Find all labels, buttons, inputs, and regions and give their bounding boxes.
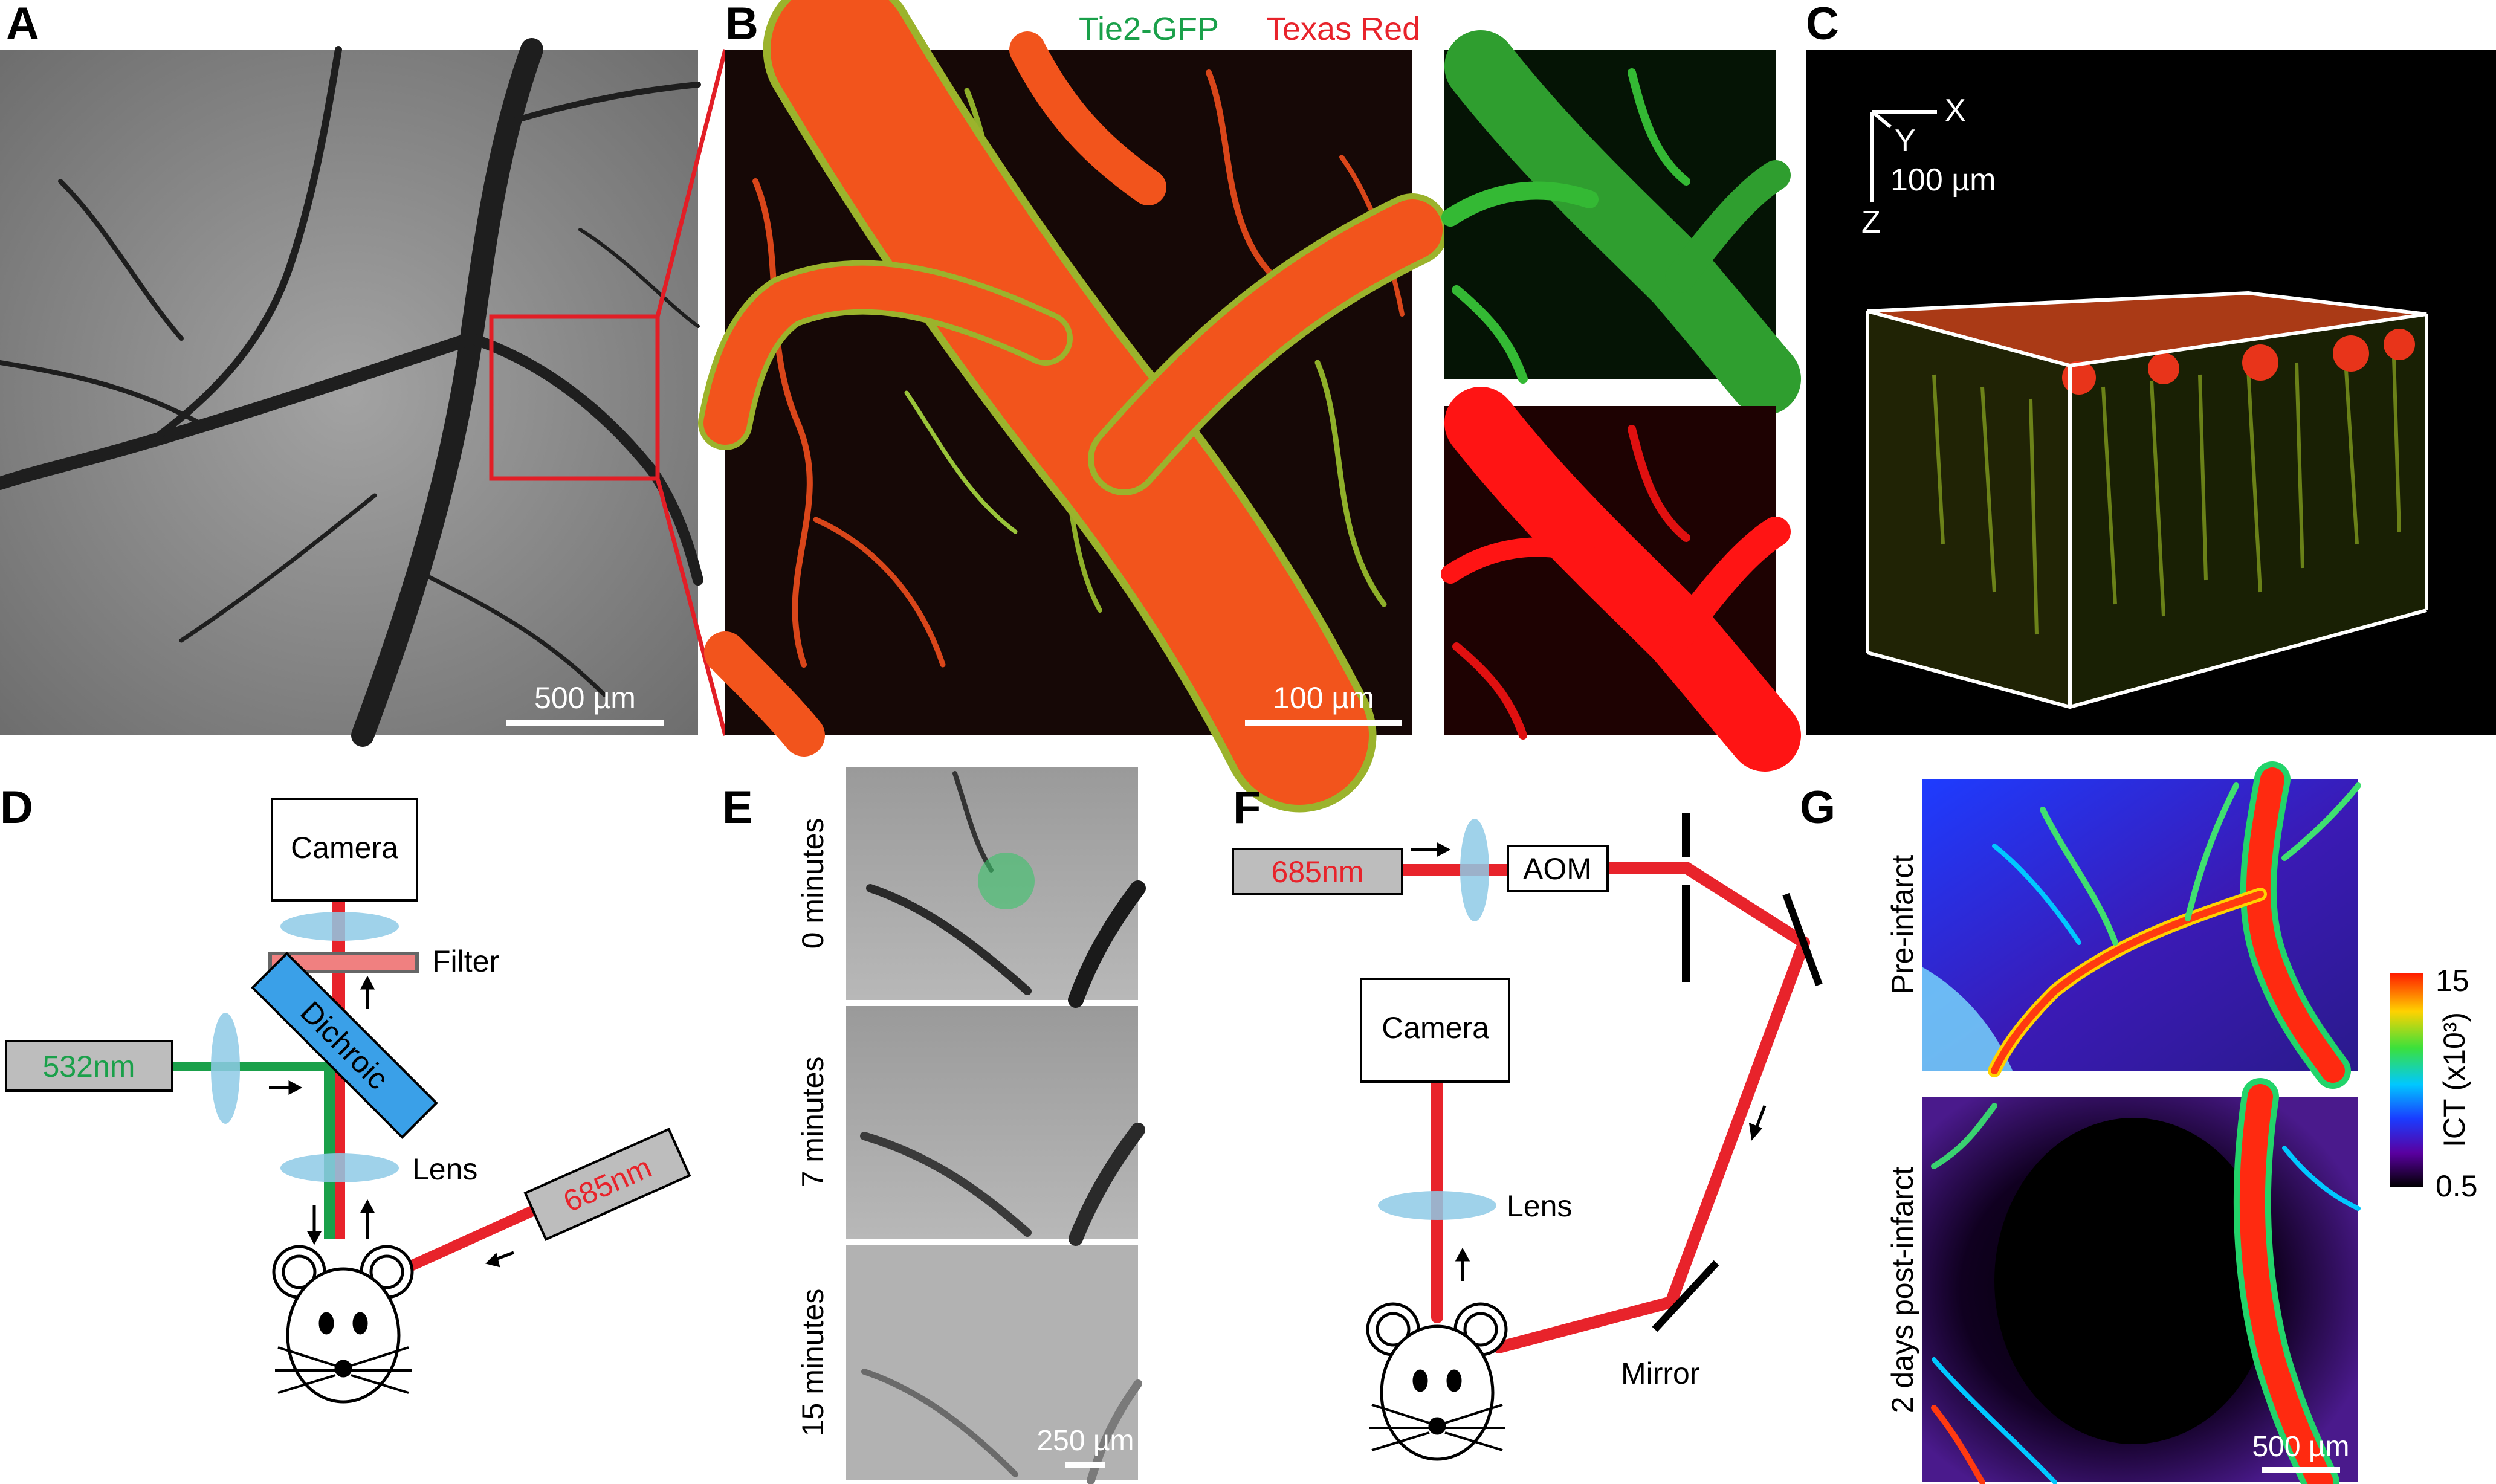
panel-g-colorbar-max: 15 xyxy=(2436,964,2469,998)
panel-b-green-channel-label: Tie2-GFP xyxy=(1079,11,1219,47)
panel-g-post-vessels xyxy=(1931,1078,2361,1484)
panel-a-image xyxy=(0,50,698,735)
panel-c-volume-render xyxy=(1867,293,2426,707)
panel-d: D Camera Lens Filter Dichroic 532nm 685n… xyxy=(0,782,691,1404)
panel-f-aom-label: AOM xyxy=(1523,852,1592,886)
panel-g: G Pre-infarct 2 days post-infarct 5 xyxy=(1800,761,2478,1484)
panel-f-laser-685-label: 685nm xyxy=(1272,855,1364,889)
panel-a-letter: A xyxy=(6,0,39,50)
panel-c: X Y Z 100 µm C xyxy=(1806,0,2496,735)
panel-g-pre-vessels xyxy=(1988,761,2361,1089)
zoom-connector-top xyxy=(655,49,728,317)
panel-f-lens-label: Lens xyxy=(1507,1189,1572,1223)
panel-f: F 685nm AOM Mirror Camera Lens xyxy=(1232,782,1823,1461)
panel-g-pre-label: Pre-infarct xyxy=(1886,855,1919,995)
panel-f-arrows xyxy=(1411,842,1767,1281)
panel-c-axis-triad xyxy=(1870,110,1937,202)
panel-a: 500 µm A xyxy=(0,0,728,747)
panel-b-green-vessels xyxy=(1441,30,1801,415)
panel-d-red-beam-diagonal xyxy=(409,1203,540,1271)
panel-f-mirror-upper xyxy=(1782,892,1823,987)
panel-g-scale-label: 500 µm xyxy=(2252,1431,2349,1463)
panel-d-camera xyxy=(271,798,418,902)
panel-f-camera-label: Camera xyxy=(1382,1011,1489,1045)
panel-b-scale-label: 100 µm xyxy=(1273,681,1374,715)
panel-b-red-channel-label: Texas Red xyxy=(1266,11,1420,47)
panel-g-letter: G xyxy=(1800,782,1835,833)
panel-e-label-0min: 0 minutes xyxy=(796,818,830,949)
panel-d-laser-532-label: 532nm xyxy=(43,1050,135,1083)
panel-c-scale-label: 100 µm xyxy=(1890,163,1996,198)
panel-d-lens-top xyxy=(280,912,399,941)
panel-b-red-vessels xyxy=(1441,387,1801,772)
panel-e-letter: E xyxy=(722,782,753,833)
panel-g-colorbar xyxy=(2390,973,2423,1187)
panel-c-axis-x: X xyxy=(1945,93,1966,128)
panel-b: 100 µm B Tie2-GFP Texas Red xyxy=(698,0,1801,813)
panel-b-main-vessels xyxy=(698,0,1449,813)
panel-f-letter: F xyxy=(1233,782,1261,833)
panel-g-post-label: 2 days post-infarct xyxy=(1886,1167,1919,1414)
panel-f-laser-685 xyxy=(1232,848,1403,895)
zoom-connector-bottom xyxy=(655,478,728,736)
panel-e-illumination-spot xyxy=(978,853,1035,909)
panel-c-axis-z: Z xyxy=(1861,205,1881,240)
panel-e-label-7min: 7 minutes xyxy=(796,1057,830,1188)
panel-g-colorbar-label: ICT (x10³) xyxy=(2437,1012,2471,1147)
panel-a-zoom-box xyxy=(489,314,660,481)
panel-f-lens xyxy=(1378,1191,1496,1220)
panel-e-vessels xyxy=(860,771,1146,1484)
panel-d-arrows xyxy=(269,975,514,1268)
panel-a-scale-label: 500 µm xyxy=(534,681,636,715)
panel-f-camera xyxy=(1360,978,1510,1083)
panel-d-lens xyxy=(280,1153,399,1182)
panel-e-image-15min xyxy=(846,1245,1138,1480)
panel-d-mouse xyxy=(272,1245,414,1404)
panel-d-laser-532 xyxy=(5,1040,173,1092)
panel-d-lens-side xyxy=(211,1013,240,1124)
panel-c-letter: C xyxy=(1806,0,1839,50)
panel-f-aom xyxy=(1507,845,1609,892)
panel-f-mirror-label: Mirror xyxy=(1621,1357,1700,1390)
panel-f-mirror xyxy=(1652,1260,1719,1332)
panel-f-mouse xyxy=(1366,1302,1508,1461)
panel-d-lens-label: Lens xyxy=(412,1152,477,1186)
panel-c-axis-y: Y xyxy=(1895,123,1916,158)
panel-d-letter: D xyxy=(0,782,33,833)
panel-e-scale-label: 250 µm xyxy=(1036,1425,1134,1457)
panel-e-label-15min: 15 minutes xyxy=(796,1289,830,1437)
panel-f-lens-input xyxy=(1460,819,1489,921)
panel-c-bounding-box xyxy=(1866,291,2428,709)
panel-a-vessels xyxy=(0,38,703,747)
panel-d-laser-685: 685nm xyxy=(523,1128,691,1241)
panel-e: E 0 minutes 7 minutes 15 minutes 250 µm xyxy=(722,767,1146,1484)
panel-d-filter-label: Filter xyxy=(432,944,499,978)
panel-g-infarct-core xyxy=(1994,1118,2272,1444)
panel-b-letter: B xyxy=(725,0,758,50)
panel-g-colorbar-min: 0.5 xyxy=(2436,1169,2478,1203)
panel-d-camera-label: Camera xyxy=(291,831,398,865)
